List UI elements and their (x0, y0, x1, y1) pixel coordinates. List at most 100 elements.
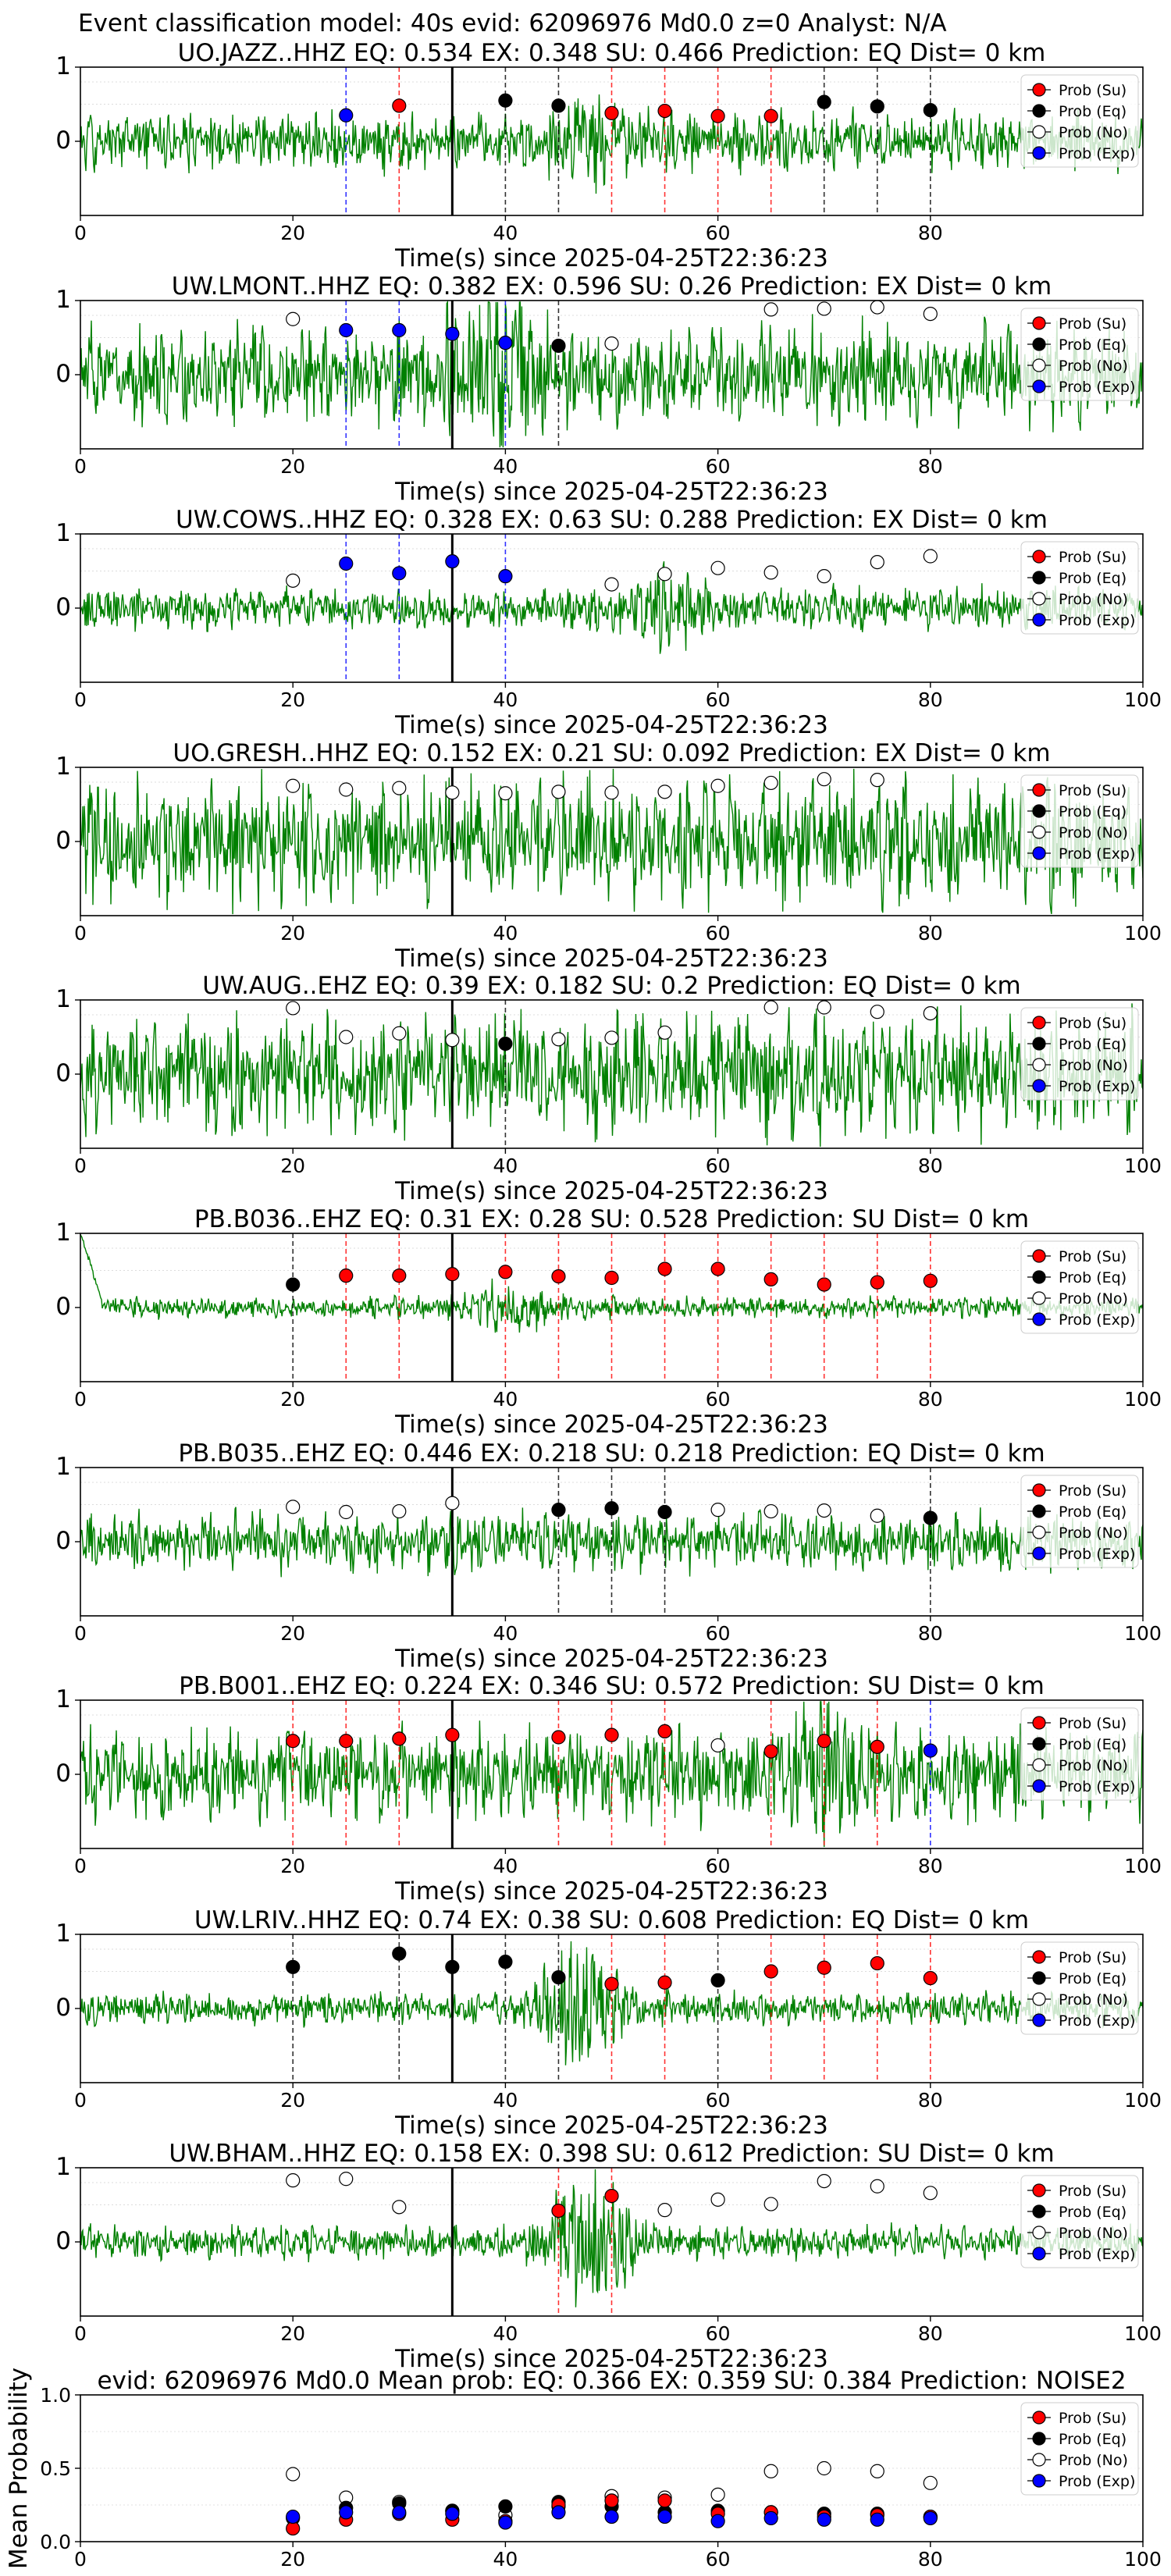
plot-area (80, 301, 1143, 449)
legend-marker-eq (1032, 2204, 1046, 2218)
x-tick-label: 100 (1124, 2322, 1162, 2345)
plot-area (80, 1468, 1143, 1616)
legend-label-eq: Prob (Eq) (1059, 1503, 1127, 1521)
legend-marker-su (1032, 316, 1046, 330)
prob-marker-no (923, 549, 938, 564)
x-tick-label: 0 (74, 1155, 87, 1177)
x-tick-label: 20 (280, 2322, 305, 2345)
prob-marker-exp (339, 322, 354, 338)
plot-area (80, 767, 1143, 916)
legend-marker-exp (1032, 1546, 1046, 1560)
prob-marker-eq (551, 1970, 566, 1985)
legend-label-exp: Prob (Exp) (1059, 1311, 1135, 1329)
legend-marker-eq (1032, 104, 1046, 118)
mean-prob-marker-exp (445, 2507, 460, 2521)
legend-marker-no (1032, 358, 1046, 372)
legend-label-su: Prob (Su) (1059, 1715, 1127, 1732)
mean-prob-marker-no (870, 2464, 884, 2478)
x-axis-label: Time(s) since 2025-04-25T22:36:23 (394, 1411, 828, 1439)
x-tick-label: 60 (706, 1855, 731, 1877)
legend-marker-eq (1032, 1737, 1046, 1751)
prob-marker-exp (339, 556, 354, 571)
prob-marker-no (817, 1503, 831, 1518)
legend-label-exp: Prob (Exp) (1059, 1078, 1135, 1095)
prob-marker-su (551, 1268, 566, 1284)
prob-marker-exp (498, 569, 513, 584)
prob-marker-eq (445, 1959, 460, 1974)
x-tick-label: 20 (280, 2089, 305, 2112)
y-tick-label: 1 (55, 1219, 71, 1247)
prob-marker-eq (498, 1955, 513, 1969)
prob-marker-no (923, 307, 938, 322)
prob-marker-su (657, 1261, 672, 1276)
prob-marker-no (870, 301, 884, 315)
y-tick-label: 1 (55, 52, 71, 80)
panel-title: PB.B035..EHZ EQ: 0.446 EX: 0.218 SU: 0.2… (178, 1439, 1045, 1468)
legend-label-no: Prob (No) (1059, 2225, 1128, 2242)
mean-prob-marker-exp (870, 2512, 884, 2527)
prob-marker-no (445, 785, 460, 800)
prob-marker-no (710, 1738, 725, 1753)
y-tick-label: 1 (55, 1685, 71, 1713)
legend-box (1020, 1941, 1139, 2035)
x-axis-label: Time(s) since 2025-04-25T22:36:23 (394, 2112, 828, 2140)
legend-marker-exp (1032, 2474, 1046, 2488)
prob-marker-su (870, 1955, 884, 1971)
legend-label-eq: Prob (Eq) (1059, 1736, 1127, 1753)
legend: Prob (Su) Prob (Eq) Prob (No) Prob (Exp) (1020, 774, 1139, 868)
y-tick-label: 1 (55, 1920, 71, 1948)
prob-marker-exp (498, 336, 513, 350)
prob-marker-no (817, 301, 831, 316)
panel-title: PB.B001..EHZ EQ: 0.224 EX: 0.346 SU: 0.5… (179, 1672, 1045, 1700)
y-tick-label: 1 (55, 753, 71, 781)
prob-marker-su (710, 109, 725, 123)
legend-marker-su (1032, 2411, 1046, 2425)
x-tick-label: 80 (918, 688, 943, 711)
prob-marker-su (392, 1268, 407, 1283)
x-tick-label: 40 (493, 1155, 518, 1177)
chart-panel-8: PB.B001..EHZ EQ: 0.224 EX: 0.346 SU: 0.5… (55, 1672, 1162, 1905)
prob-marker-no (870, 554, 884, 570)
legend-marker-no (1032, 1758, 1046, 1772)
prob-marker-eq (498, 93, 513, 108)
x-tick-label: 60 (706, 2089, 731, 2112)
x-tick-label: 0 (74, 222, 87, 244)
panel-title: UW.BHAM..HHZ EQ: 0.158 EX: 0.398 SU: 0.6… (169, 2140, 1054, 2168)
prob-marker-eq (923, 103, 938, 118)
legend-label-eq: Prob (Eq) (1059, 1970, 1127, 1987)
legend-marker-su (1032, 1483, 1046, 1497)
prob-marker-no (604, 336, 619, 351)
waveform-trace (80, 1003, 1143, 1147)
legend-marker-exp (1032, 846, 1046, 860)
x-tick-label: 40 (493, 1855, 518, 1877)
legend-label-exp: Prob (Exp) (1059, 145, 1135, 162)
prob-marker-eq (870, 99, 884, 114)
prob-marker-no (286, 778, 301, 793)
x-tick-label: 80 (918, 455, 943, 478)
prob-marker-no (445, 1496, 460, 1510)
y-tick-label: 1 (55, 1453, 71, 1481)
panels: UO.JAZZ..HHZ EQ: 0.534 EX: 0.348 SU: 0.4… (5, 39, 1162, 2571)
waveform-trace (80, 1507, 1143, 1578)
chart-panel-11: evid: 62096976 Md0.0 Mean prob: EQ: 0.36… (5, 2367, 1162, 2571)
legend-label-no: Prob (No) (1059, 1991, 1128, 2008)
prob-marker-su (551, 2204, 566, 2218)
legend-marker-no (1032, 1058, 1046, 1072)
x-axis-label: Time(s) since 2025-04-25T22:36:23 (394, 244, 828, 272)
x-tick-label: 20 (280, 688, 305, 711)
legend-marker-eq (1032, 1037, 1046, 1051)
prob-marker-no (339, 2172, 354, 2186)
legend-label-eq: Prob (Eq) (1059, 2204, 1127, 2221)
prob-marker-su (445, 1267, 460, 1282)
legend-marker-exp (1032, 613, 1046, 627)
prob-marker-su (657, 1975, 672, 1990)
prob-marker-no (286, 573, 301, 588)
x-tick-label: 20 (280, 455, 305, 478)
waveform-trace (80, 301, 1143, 448)
legend-marker-exp (1032, 2013, 1046, 2027)
legend-marker-eq (1032, 337, 1046, 351)
y-tick-label: 0 (55, 126, 71, 155)
legend: Prob (Su) Prob (Eq) Prob (No) Prob (Exp) (1020, 308, 1139, 401)
x-tick-label: 20 (280, 1155, 305, 1177)
